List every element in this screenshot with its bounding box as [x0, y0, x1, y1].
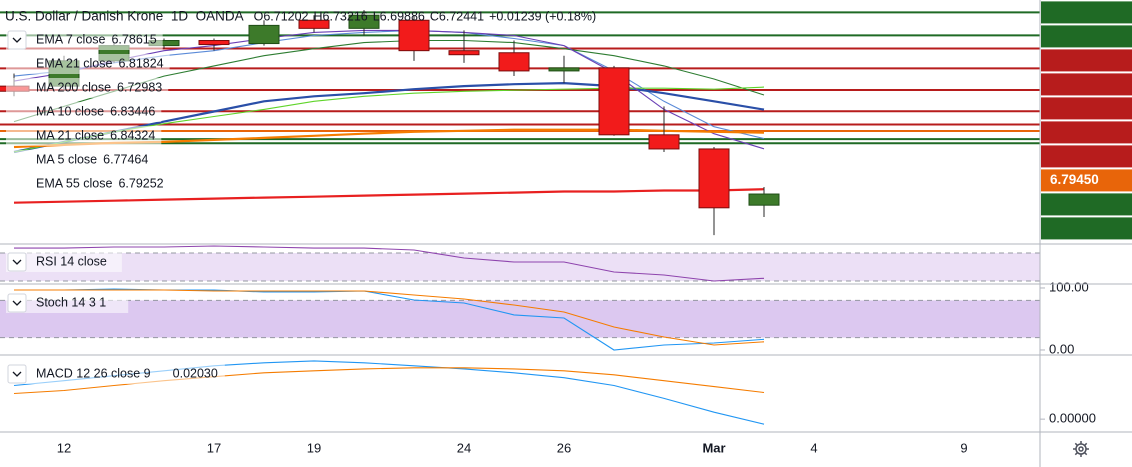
legend-name: MA 21 close: [36, 128, 104, 142]
candle-body: [198, 40, 230, 46]
candle-body: [598, 67, 630, 136]
price-level-tag: [1041, 169, 1132, 192]
legend-background: [6, 252, 122, 272]
collapse-button[interactable]: [7, 252, 27, 272]
collapse-button[interactable]: [7, 30, 27, 50]
legend-name: MACD 12 26 close 9: [36, 366, 151, 380]
candle-body: [748, 193, 780, 206]
band-fill: [0, 300, 1040, 338]
y-tick-label: 0.00000: [1049, 411, 1096, 426]
candle-body: [448, 50, 480, 56]
legend-name: RSI 14 close: [36, 254, 107, 268]
legend-value: 6.77464: [103, 152, 148, 166]
legend-background: [6, 293, 129, 313]
indicator-line: [14, 245, 765, 282]
candle-body: [298, 19, 330, 29]
legend-value: 6.78615: [111, 32, 156, 46]
legend-background: [6, 364, 225, 384]
legend-background: [6, 102, 162, 122]
legend-background: [6, 78, 169, 98]
x-tick-label: 17: [207, 440, 221, 455]
candle-body: [548, 67, 580, 72]
collapse-button[interactable]: [7, 364, 27, 384]
ohlc-value: +0.01239 (+0.18%): [489, 9, 596, 23]
candle-body: [648, 134, 680, 150]
chevron-icon: [12, 371, 22, 377]
legend-name: MA 5 close: [36, 152, 97, 166]
price-level-tag: [1041, 25, 1132, 48]
chevron-icon: [12, 37, 22, 43]
gear-hub: [1078, 446, 1084, 452]
price-level-tag: [1041, 145, 1132, 168]
price-level-tag: [1041, 121, 1132, 144]
price-level-tag: [1041, 1, 1132, 24]
gear-teeth: [1073, 441, 1089, 457]
y-tick-label: 0.00: [1049, 341, 1074, 356]
x-tick-label: Mar: [702, 440, 725, 455]
price-level-tag: [1041, 97, 1132, 120]
legend-name: EMA 7 close: [36, 32, 106, 46]
legend-value: 0.02030: [173, 366, 218, 380]
x-tick-label: 24: [457, 440, 471, 455]
price-pane: [0, 10, 1040, 236]
overlay: 6.79450 U.S. Dollar / Danish Krone 1D OAN…: [5, 1, 1132, 455]
legend-background: [6, 174, 170, 194]
ohlc-value: H6.73216: [314, 9, 368, 23]
x-tick-label: 9: [960, 440, 967, 455]
legend-name: Stoch 14 3 1: [36, 295, 106, 309]
legend-name: EMA 55 close: [36, 176, 112, 190]
indicator-panes: [0, 245, 1040, 425]
legend-value: 6.84324: [110, 128, 155, 142]
candle-body: [498, 52, 530, 72]
y-tick-label: 100.00: [1049, 279, 1089, 294]
price-level-tag: [1041, 73, 1132, 96]
ohlc-value: O6.71202: [254, 9, 309, 23]
candle-body: [248, 24, 280, 45]
x-tick-label: 19: [307, 440, 321, 455]
price-level-tag: [1041, 217, 1132, 240]
chevron-icon: [12, 259, 22, 265]
indicator-line: [14, 289, 765, 346]
x-tick-label: 12: [57, 440, 71, 455]
indicator-line: [13, 188, 765, 204]
legend-name: MA 10 close: [36, 104, 104, 118]
legend-background: [6, 54, 170, 74]
legend-value: 6.79252: [118, 176, 163, 190]
legend-name: MA 200 close: [36, 80, 111, 94]
legend-value: 6.83446: [110, 104, 155, 118]
candle-body: [698, 148, 730, 209]
candle-body: [348, 14, 380, 29]
x-tick-label: 4: [810, 440, 817, 455]
candle-body: [398, 19, 430, 52]
ohlc-value: L6.69886: [373, 9, 425, 23]
chevron-icon: [12, 300, 22, 306]
legend-value: 6.72983: [117, 80, 162, 94]
legend-background: [6, 126, 162, 146]
price-level-label: 6.79450: [1050, 172, 1099, 187]
collapse-button[interactable]: [7, 293, 27, 313]
band-fill: [0, 253, 1040, 281]
legend-name: EMA 21 close: [36, 56, 112, 70]
price-level-tag: [1041, 193, 1132, 216]
ohlc-value: C6.72441: [430, 9, 484, 23]
symbol-title: U.S. Dollar / Danish Krone 1D OANDA: [5, 9, 244, 24]
legend-value: 6.81824: [118, 56, 163, 70]
settings-gear[interactable]: [1073, 441, 1089, 457]
x-tick-label: 26: [557, 440, 571, 455]
legend-background: [6, 30, 163, 50]
legend-background: [6, 150, 155, 170]
price-level-tag: [1041, 49, 1132, 72]
